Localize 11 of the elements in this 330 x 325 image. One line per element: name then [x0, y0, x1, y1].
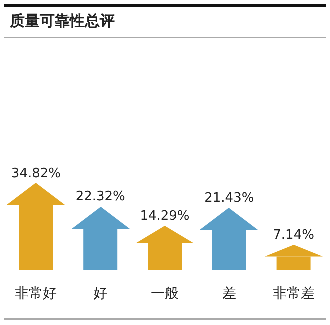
- data-label: 7.14%: [273, 228, 314, 244]
- data-label: 34.82%: [11, 166, 61, 182]
- x-tick-label: 好: [94, 285, 108, 301]
- data-label: 22.32%: [76, 190, 126, 205]
- x-tick-label: 非常好: [15, 285, 58, 301]
- x-tick-label: 非常差: [272, 285, 315, 301]
- chart-title: 质量可靠性总评: [10, 12, 115, 31]
- x-tick-label: 一般: [151, 285, 179, 301]
- data-label: 14.29%: [140, 209, 190, 224]
- data-label: 21.43%: [204, 191, 254, 206]
- x-tick-label: 差: [222, 285, 236, 301]
